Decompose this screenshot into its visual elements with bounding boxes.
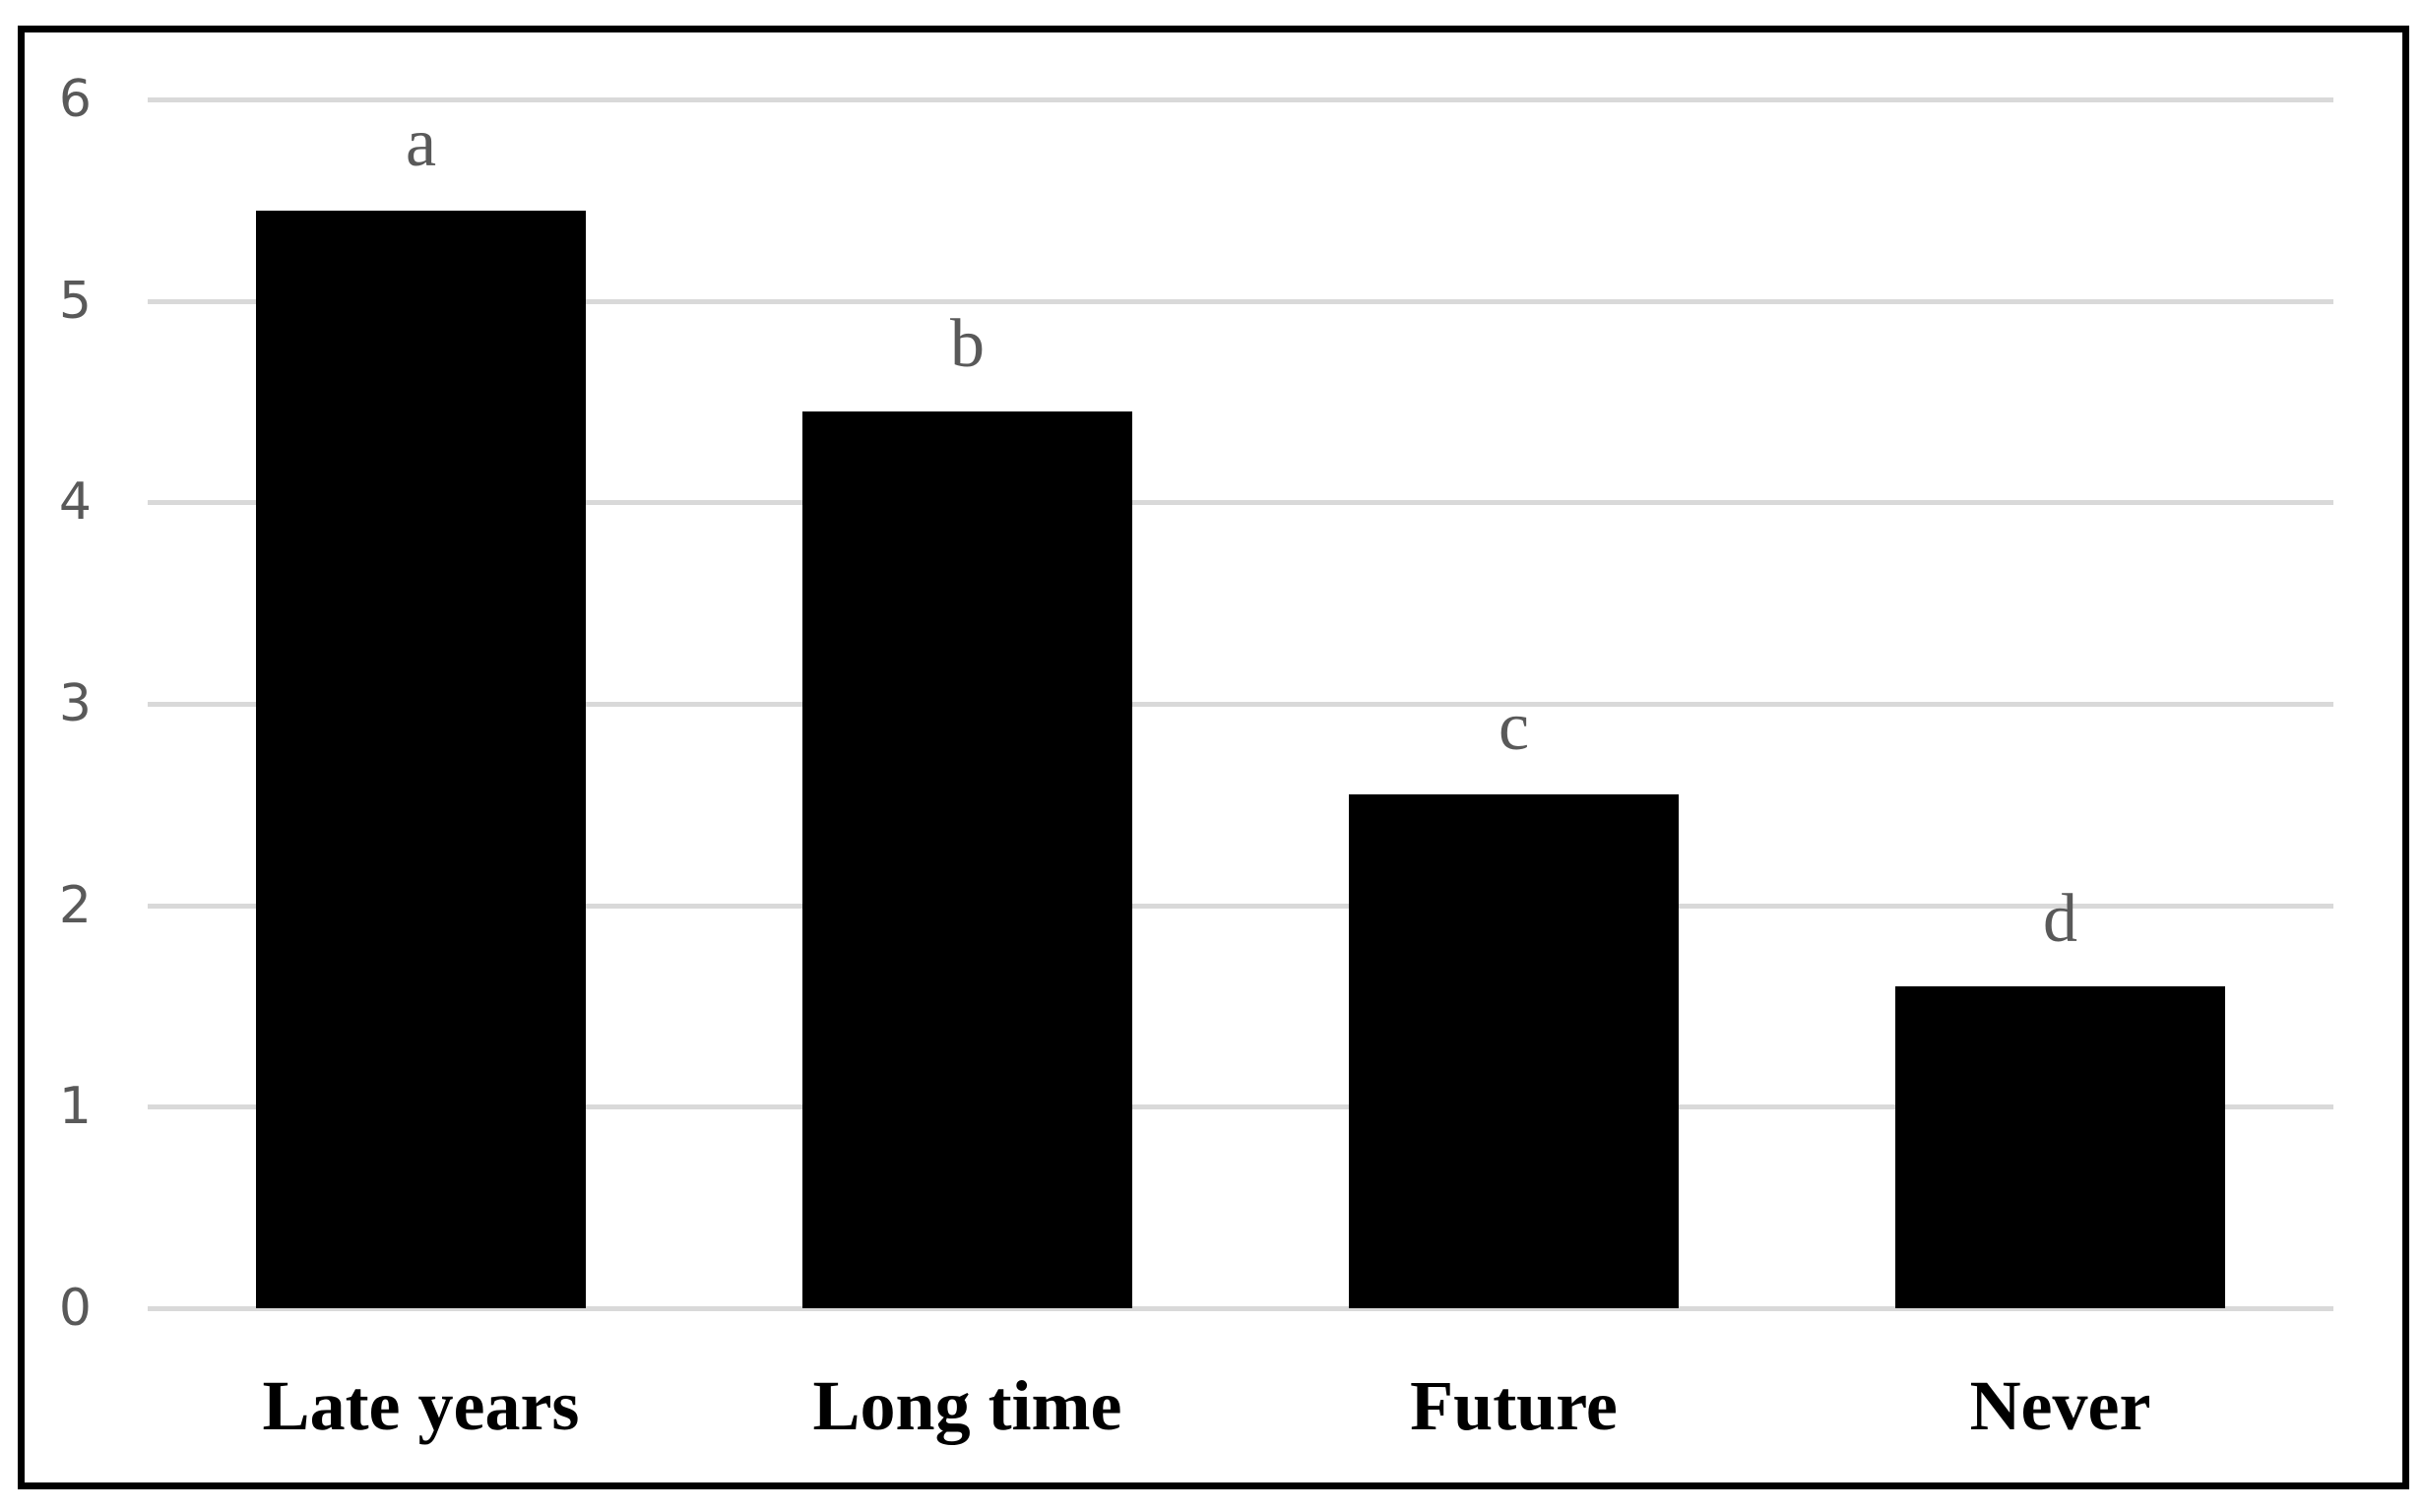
gridline-y-5 <box>148 298 2333 304</box>
gridline-y-2 <box>148 903 2333 909</box>
gridline-y-3 <box>148 702 2333 707</box>
x-axis-category-label: Future <box>1410 1366 1618 1445</box>
bar-significance-letter: c <box>1498 689 1530 766</box>
y-axis-tick-label: 0 <box>58 1279 92 1338</box>
plot-area: 0 1 2 3 4 5 6 a Late years b Long time c Future d Neve… <box>25 32 2402 1482</box>
y-axis-tick-label: 4 <box>58 472 92 533</box>
bar-significance-letter: a <box>405 104 437 181</box>
chart-frame: 0 1 2 3 4 5 6 a Late years b Long time c Future d Neve… <box>18 26 2409 1489</box>
gridline-y-1 <box>148 1104 2333 1110</box>
gridline-y-6 <box>148 97 2333 102</box>
bar-significance-letter: b <box>950 306 985 383</box>
bar-future <box>1349 794 1679 1308</box>
y-axis-tick-label: 2 <box>58 875 92 935</box>
bar-never <box>1895 985 2225 1308</box>
x-axis-category-label: Late years <box>262 1366 580 1445</box>
y-axis-tick-label: 3 <box>58 674 92 733</box>
y-axis-tick-label: 6 <box>58 70 92 129</box>
gridline-y-4 <box>148 500 2333 506</box>
bar-significance-letter: d <box>2043 880 2077 957</box>
x-axis-category-label: Long time <box>812 1366 1122 1445</box>
gridline-y-0 <box>148 1306 2333 1311</box>
y-axis-tick-label: 5 <box>58 271 92 331</box>
bar-long-time <box>802 411 1132 1308</box>
bar-late-years <box>256 210 586 1308</box>
x-axis-category-label: Never <box>1969 1366 2151 1445</box>
y-axis-tick-label: 1 <box>58 1077 92 1137</box>
